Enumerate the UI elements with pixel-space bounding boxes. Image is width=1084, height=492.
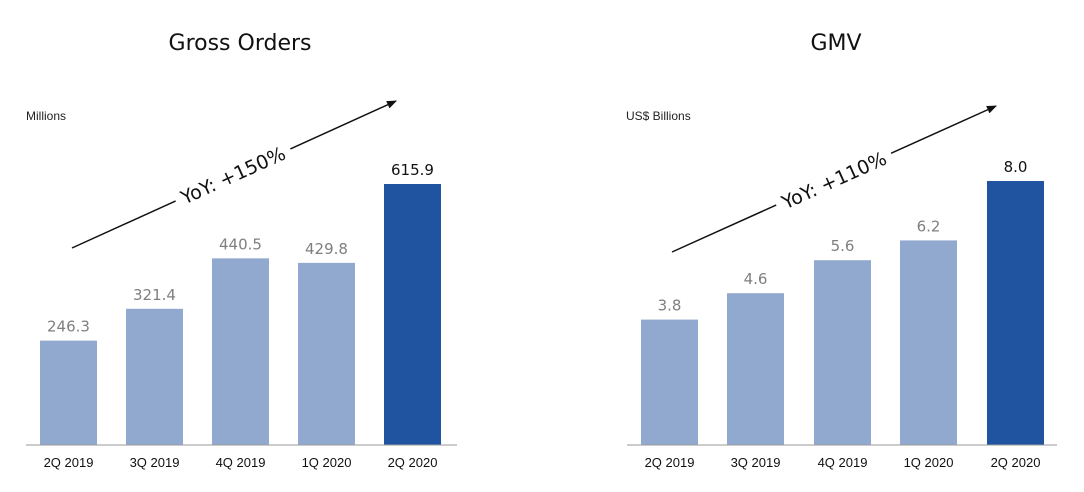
gmv-bar-2 xyxy=(727,293,784,445)
gmv-tick-labels: 2Q 2019 3Q 2019 4Q 2019 1Q 2020 2Q 2020 xyxy=(645,455,1041,470)
gross-orders-value-label-2: 321.4 xyxy=(133,286,176,304)
gmv-value-label-2: 4.6 xyxy=(744,270,768,288)
gross-orders-value-label-4: 429.8 xyxy=(305,240,348,258)
gross-orders-tick-label-1: 2Q 2019 xyxy=(44,455,94,470)
gmv-tick-label-5: 2Q 2020 xyxy=(991,455,1041,470)
gmv-value-label-1: 3.8 xyxy=(658,297,682,315)
gross-orders-tick-label-5: 2Q 2020 xyxy=(388,455,438,470)
gmv-bar-1 xyxy=(641,319,698,445)
gmv-tick-label-1: 2Q 2019 xyxy=(645,455,695,470)
gross-orders-bars: 246.3 321.4 440.5 429.8 615.9 xyxy=(40,161,441,445)
gmv-yoy-label-bg xyxy=(770,140,898,220)
gmv-bars: 3.8 4.6 5.6 6.2 8.0 xyxy=(641,158,1044,445)
gmv-value-label-4: 6.2 xyxy=(917,217,941,235)
gross-orders-yoy-label-bg xyxy=(169,135,297,215)
gross-orders-bar-4 xyxy=(298,262,355,445)
gross-orders-bar-1 xyxy=(40,340,97,445)
gmv-tick-label-3: 4Q 2019 xyxy=(818,455,868,470)
gmv-unit-label: US$ Billions xyxy=(626,109,691,123)
gross-orders-value-label-5: 615.9 xyxy=(391,161,434,179)
gross-orders-tick-label-3: 4Q 2019 xyxy=(216,455,266,470)
gmv-tick-label-2: 3Q 2019 xyxy=(731,455,781,470)
gross-orders-unit-label: Millions xyxy=(26,109,66,123)
gmv-title: GMV xyxy=(810,31,861,56)
gross-orders-tick-label-2: 3Q 2019 xyxy=(130,455,180,470)
gross-orders-chart: Gross Orders Millions 246.3 321.4 440.5 429… xyxy=(26,31,457,470)
gross-orders-yoy-label: YoY: +150% xyxy=(177,143,289,210)
gmv-chart: GMV US$ Billions 3.8 4.6 5.6 6.2 8.0 2Q 2019… xyxy=(626,31,1057,470)
gmv-tick-label-4: 1Q 2020 xyxy=(904,455,954,470)
gross-orders-tick-label-4: 1Q 2020 xyxy=(302,455,352,470)
gmv-value-label-5: 8.0 xyxy=(1004,158,1028,176)
gross-orders-bar-2 xyxy=(126,308,183,445)
gmv-value-label-3: 5.6 xyxy=(831,237,855,255)
gross-orders-value-label-1: 246.3 xyxy=(47,318,90,336)
gross-orders-bar-3 xyxy=(212,258,269,445)
gross-orders-tick-labels: 2Q 2019 3Q 2019 4Q 2019 1Q 2020 2Q 2020 xyxy=(44,455,438,470)
gross-orders-bar-5 xyxy=(384,184,441,445)
gmv-bar-5 xyxy=(987,181,1044,445)
gross-orders-title: Gross Orders xyxy=(169,31,312,56)
gross-orders-value-label-3: 440.5 xyxy=(219,235,262,253)
gmv-bar-4 xyxy=(900,240,957,445)
gmv-yoy-label: YoY: +110% xyxy=(778,148,890,215)
gmv-bar-3 xyxy=(814,260,871,445)
